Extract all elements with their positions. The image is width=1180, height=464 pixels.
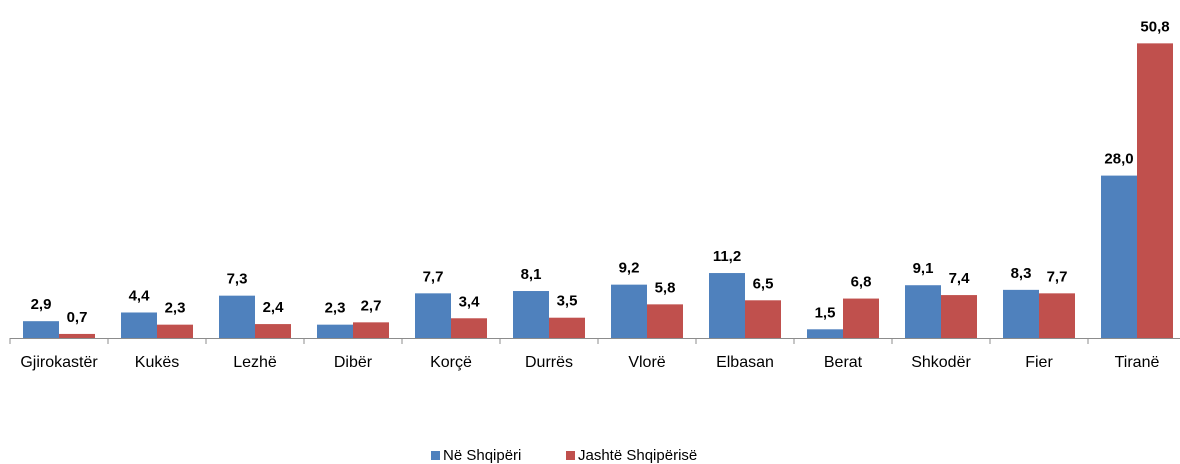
data-label-jashte-shqiperise-lezhe: 2,4 [263, 299, 285, 316]
data-label-jashte-shqiperise-tirane: 50,8 [1140, 18, 1169, 35]
bar-ne-shqiperi-tirane [1101, 175, 1137, 338]
data-label-ne-shqiperi-gjirokaster: 2,9 [31, 296, 52, 313]
category-label-korce: Korçë [430, 354, 472, 371]
data-label-jashte-shqiperise-vlore: 5,8 [655, 279, 676, 296]
bar-ne-shqiperi-durres [513, 291, 549, 338]
category-label-berat: Berat [824, 354, 863, 371]
data-label-ne-shqiperi-durres: 8,1 [521, 266, 542, 283]
legend-label-jashte-shqiperise: Jashtë Shqipërisë [578, 447, 697, 464]
bar-jashte-shqiperise-gjirokaster [59, 333, 95, 338]
data-label-jashte-shqiperise-gjirokaster: 0,7 [67, 309, 88, 326]
bar-ne-shqiperi-gjirokaster [23, 321, 59, 338]
plot-area [23, 43, 1173, 339]
legend-label-ne-shqiperi: Në Shqipëri [443, 447, 521, 464]
data-label-ne-shqiperi-korce: 7,7 [423, 268, 444, 285]
legend-swatch-ne-shqiperi [431, 451, 440, 460]
category-label-lezhe: Lezhë [233, 354, 277, 371]
bar-jashte-shqiperise-kukes [157, 324, 193, 338]
data-label-ne-shqiperi-berat: 1,5 [815, 304, 836, 321]
bar-jashte-shqiperise-durres [549, 317, 585, 338]
bar-ne-shqiperi-lezhe [219, 295, 255, 338]
bar-jashte-shqiperise-diber [353, 322, 389, 338]
data-label-jashte-shqiperise-berat: 6,8 [851, 274, 872, 291]
bar-jashte-shqiperise-korce [451, 318, 487, 338]
bar-jashte-shqiperise-lezhe [255, 324, 291, 338]
bar-jashte-shqiperise-fier [1039, 293, 1075, 338]
bar-jashte-shqiperise-berat [843, 298, 879, 338]
data-label-jashte-shqiperise-durres: 3,5 [557, 293, 578, 310]
category-label-elbasan: Elbasan [716, 354, 774, 371]
bar-jashte-shqiperise-elbasan [745, 300, 781, 338]
bar-ne-shqiperi-shkoder [905, 285, 941, 338]
category-label-tirane: Tiranë [1115, 354, 1160, 371]
data-label-jashte-shqiperise-korce: 3,4 [459, 293, 481, 310]
data-label-jashte-shqiperise-elbasan: 6,5 [753, 275, 774, 292]
bar-ne-shqiperi-diber [317, 324, 353, 338]
data-label-jashte-shqiperise-kukes: 2,3 [165, 300, 186, 317]
bar-jashte-shqiperise-shkoder [941, 295, 977, 338]
data-label-ne-shqiperi-tirane: 28,0 [1104, 151, 1133, 168]
legend-swatch-jashte-shqiperise [566, 451, 575, 460]
data-label-ne-shqiperi-kukes: 4,4 [129, 287, 151, 304]
data-labels: 2,9 0,7 4,4 2,3 7,3 2,4 2,3 2,7 7,7 3,4 8,1 3,5 9,2 5… [31, 18, 1170, 326]
data-label-ne-shqiperi-shkoder: 9,1 [913, 260, 934, 277]
category-label-durres: Durrës [525, 354, 573, 371]
category-label-gjirokaster: Gjirokastër [20, 354, 98, 371]
data-label-jashte-shqiperise-diber: 2,7 [361, 297, 382, 314]
x-axis-tick-labels: Gjirokastër Kukës Lezhë Dibër Korçë Durrës Vlo… [20, 354, 1159, 371]
category-label-fier: Fier [1025, 354, 1053, 371]
bar-ne-shqiperi-berat [807, 329, 843, 338]
bar-ne-shqiperi-korce [415, 293, 451, 338]
bar-ne-shqiperi-kukes [121, 312, 157, 338]
category-label-diber: Dibër [334, 354, 373, 371]
data-label-jashte-shqiperise-shkoder: 7,4 [949, 270, 971, 287]
category-label-kukes: Kukës [135, 354, 179, 371]
bar-ne-shqiperi-vlore [611, 284, 647, 338]
data-label-ne-shqiperi-vlore: 9,2 [619, 260, 640, 277]
data-label-ne-shqiperi-lezhe: 7,3 [227, 271, 248, 288]
data-label-ne-shqiperi-fier: 8,3 [1011, 265, 1032, 282]
bar-jashte-shqiperise-tirane [1137, 43, 1173, 339]
legend: Në Shqipëri Jashtë Shqipërisë [431, 447, 697, 464]
bar-ne-shqiperi-elbasan [709, 273, 745, 338]
data-label-ne-shqiperi-elbasan: 11,2 [713, 248, 741, 265]
bar-ne-shqiperi-fier [1003, 289, 1039, 338]
data-label-ne-shqiperi-diber: 2,3 [325, 300, 346, 317]
x-axis-ticks [9, 338, 1089, 344]
category-label-shkoder: Shkodër [911, 354, 971, 371]
category-label-vlore: Vlorë [628, 354, 665, 371]
data-label-jashte-shqiperise-fier: 7,7 [1047, 268, 1068, 285]
bar-jashte-shqiperise-vlore [647, 304, 683, 338]
